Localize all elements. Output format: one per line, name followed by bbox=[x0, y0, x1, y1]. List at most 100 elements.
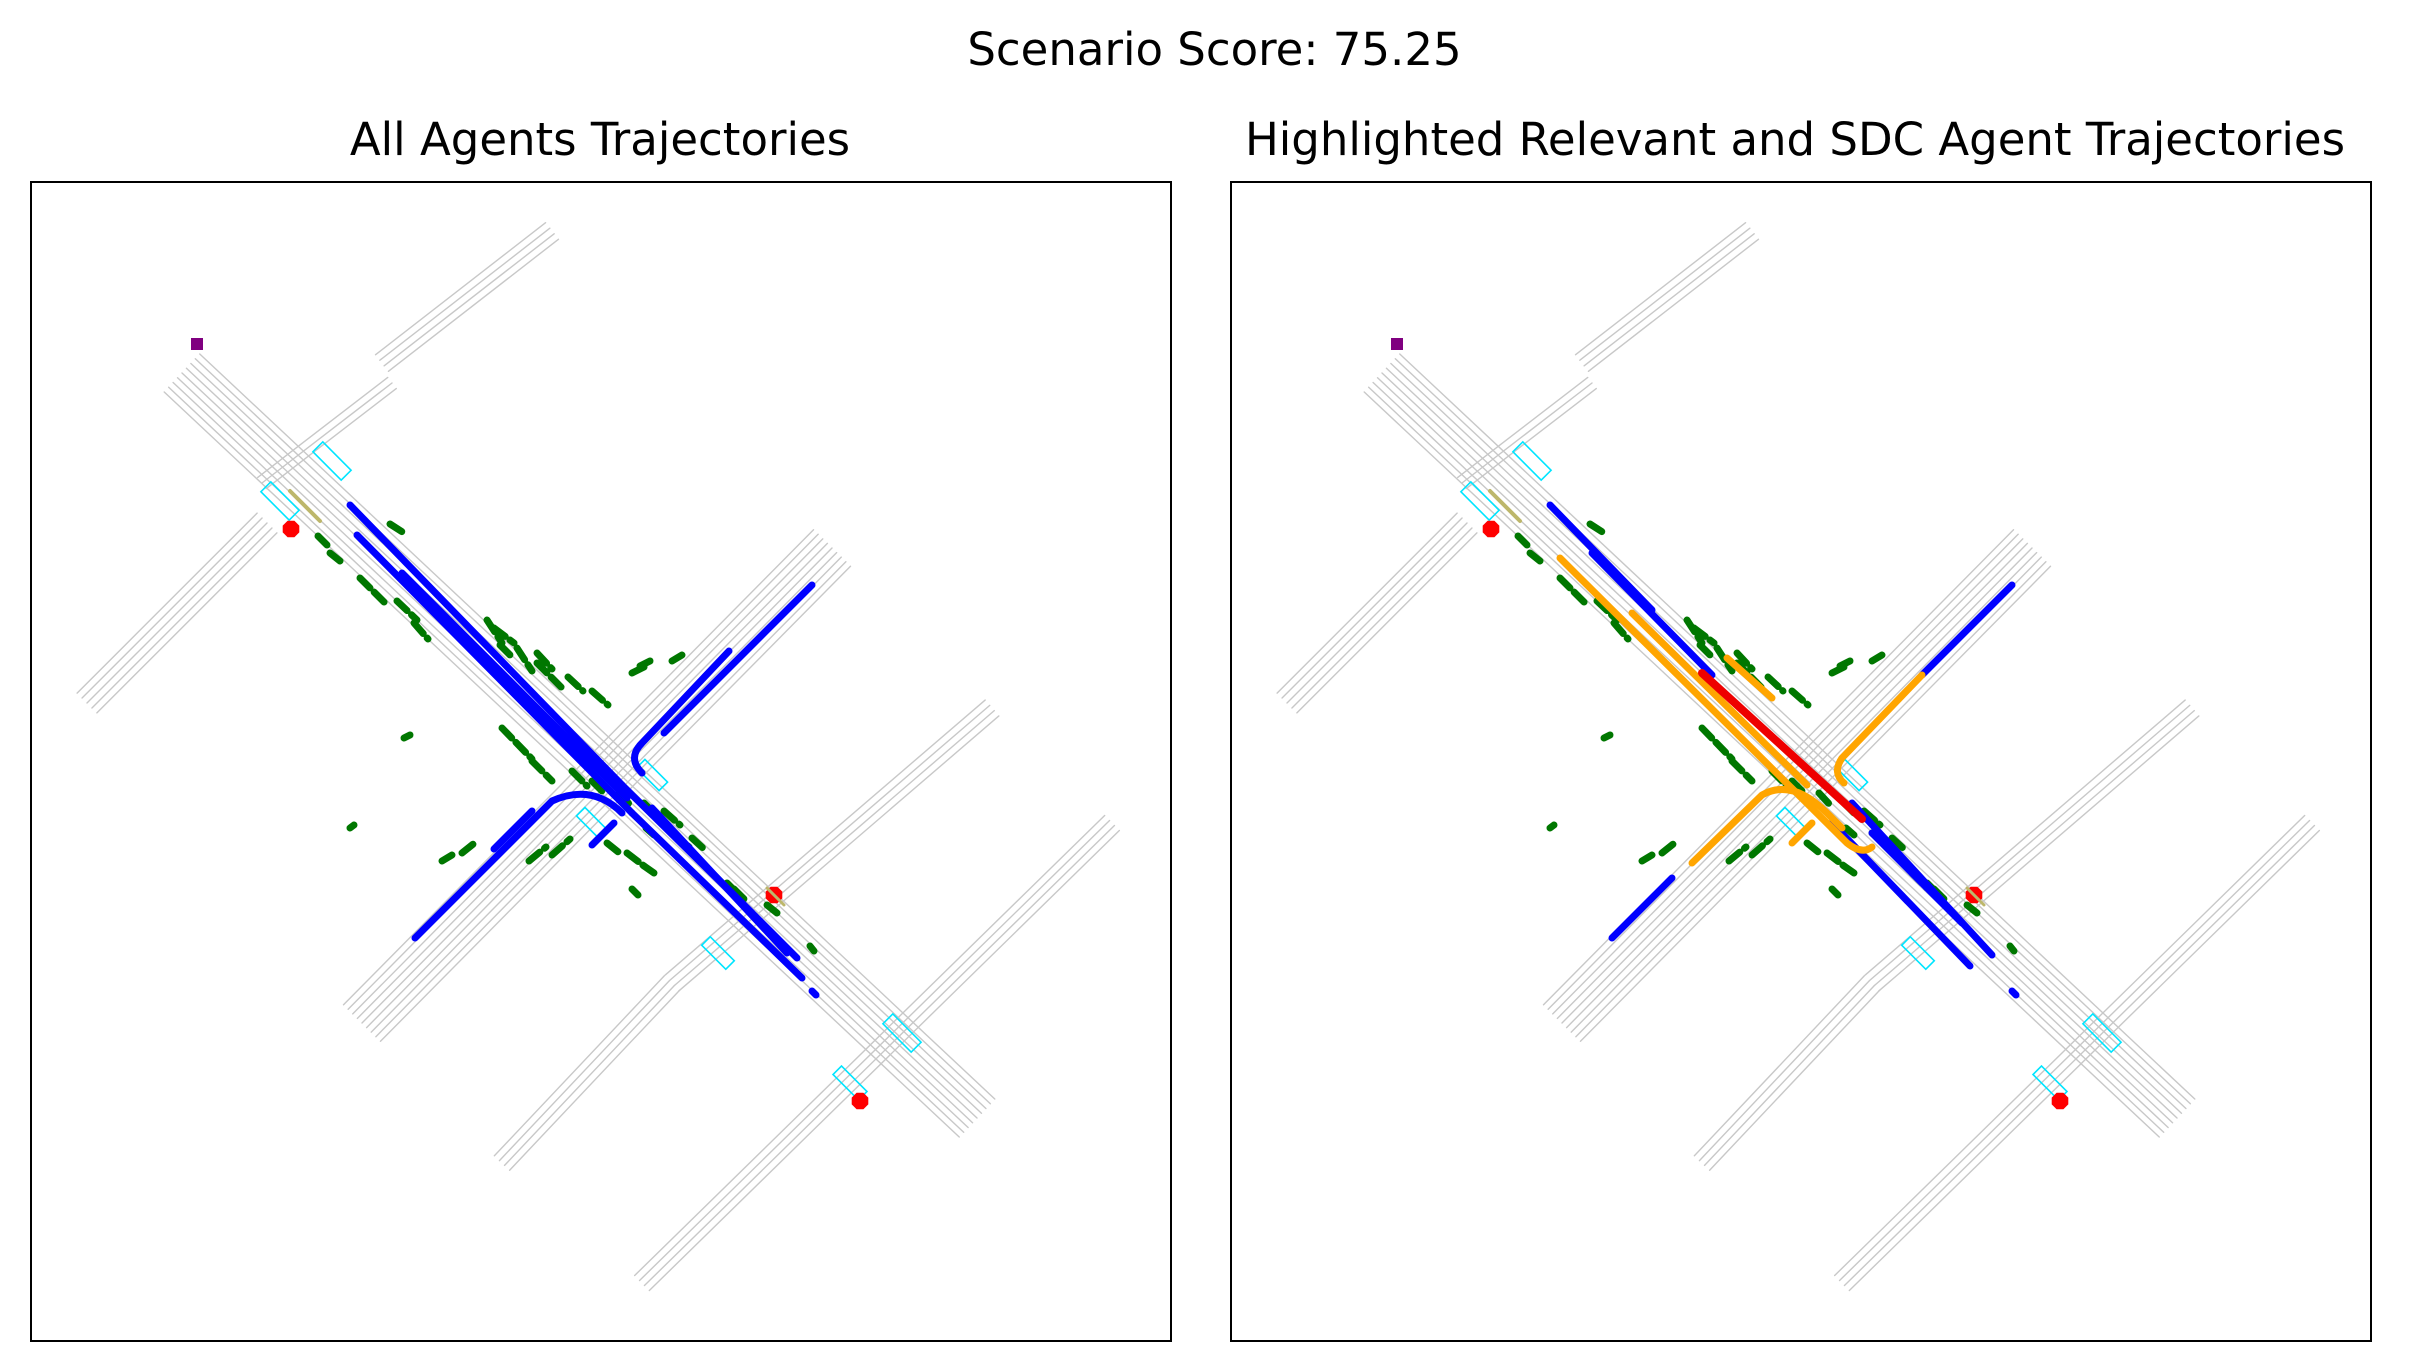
pedestrian-trajectory bbox=[356, 574, 391, 609]
highlighted-agents-map bbox=[1276, 222, 2321, 1292]
crosswalk-outline bbox=[1511, 440, 1553, 482]
road-lane-line bbox=[1276, 512, 1458, 694]
pedestrian-trajectory bbox=[1823, 849, 1848, 870]
relevant-agent-trajectory bbox=[1628, 609, 1811, 789]
pedestrian-trajectory bbox=[564, 673, 587, 695]
road-lane-line bbox=[76, 512, 258, 694]
all-agents-panel bbox=[30, 181, 1172, 1342]
road-lane-line bbox=[1873, 709, 2195, 987]
road-lane-line bbox=[194, 358, 992, 1105]
pedestrian-trajectory bbox=[640, 862, 658, 877]
pedestrian-trajectory bbox=[1868, 651, 1886, 665]
road-lane-line bbox=[261, 382, 393, 484]
crosswalk-outline bbox=[259, 480, 301, 522]
vehicle-trajectory bbox=[628, 809, 806, 982]
pedestrian-trajectory bbox=[314, 532, 331, 549]
pedestrian-trajectory bbox=[326, 549, 344, 565]
figure-suptitle: Scenario Score: 75.25 bbox=[967, 23, 1462, 76]
vehicle-trajectory bbox=[1918, 581, 2016, 679]
road-lane-line bbox=[498, 979, 671, 1162]
road-lane-line bbox=[1394, 358, 2192, 1105]
road-lane-line bbox=[91, 527, 273, 709]
crosswalk-outline bbox=[700, 935, 736, 971]
road-lane-line bbox=[1579, 227, 1751, 361]
road-lane-line bbox=[190, 362, 987, 1110]
pedestrian-trajectory bbox=[1842, 824, 1858, 839]
road-lane-line bbox=[1291, 527, 1473, 709]
all-agents-map bbox=[76, 222, 1121, 1292]
road-lane-line bbox=[1708, 989, 1881, 1171]
vehicle-trajectory bbox=[411, 790, 626, 942]
crosswalk bbox=[259, 480, 301, 522]
pedestrian-trajectory bbox=[490, 624, 518, 647]
road-lane-line bbox=[1583, 233, 1755, 367]
pedestrian-trajectory bbox=[1690, 624, 1718, 647]
road-lane-line bbox=[199, 353, 996, 1100]
road-lane-line bbox=[1390, 362, 2187, 1110]
crosswalk bbox=[311, 440, 353, 482]
road-lane-line bbox=[1838, 819, 2311, 1282]
left-panel-title: All Agents Trajectories bbox=[349, 113, 851, 166]
pedestrian-trajectory bbox=[528, 757, 556, 785]
road-lane-line bbox=[342, 529, 815, 1006]
pedestrian-trajectory bbox=[410, 619, 432, 643]
pedestrian-trajectory bbox=[1638, 851, 1656, 865]
vehicle-trajectory bbox=[1608, 874, 1676, 942]
pedestrian-trajectory bbox=[533, 659, 566, 692]
pedestrian-trajectory bbox=[1828, 885, 1842, 899]
pedestrian-trajectory bbox=[636, 657, 654, 670]
road-lane-line bbox=[633, 814, 1106, 1277]
relevant-agent-trajectory bbox=[1688, 785, 1846, 867]
pedestrian-trajectory bbox=[623, 849, 648, 870]
road-lane-line bbox=[163, 391, 960, 1138]
road-lane-line bbox=[375, 561, 847, 1038]
pedestrian-trajectory bbox=[763, 901, 781, 917]
vehicle-trajectory bbox=[808, 987, 820, 999]
pedestrian-trajectory bbox=[1733, 649, 1756, 673]
road-lane-line bbox=[673, 709, 995, 987]
road-lane-line bbox=[1864, 699, 2186, 976]
pedestrian-trajectory bbox=[1788, 687, 1812, 709]
road-lane-line bbox=[638, 819, 1111, 1282]
road-lane-line bbox=[1848, 829, 2321, 1292]
pedestrian-trajectory bbox=[1748, 835, 1774, 859]
crosswalk-outline bbox=[1459, 480, 1501, 522]
relevant-agent-trajectory bbox=[1556, 554, 1876, 854]
sdc-start-marker bbox=[191, 338, 203, 350]
pedestrian-trajectory bbox=[1696, 641, 1716, 661]
vehicle-trajectory bbox=[588, 819, 618, 849]
crosswalk bbox=[1459, 480, 1501, 522]
pedestrian-trajectory bbox=[1888, 834, 1908, 853]
pedestrian-trajectory bbox=[588, 687, 612, 709]
pedestrian-trajectory bbox=[1514, 532, 1531, 549]
vehicle-trajectory bbox=[1868, 829, 1966, 927]
pedestrian-trajectory bbox=[1698, 724, 1736, 763]
pedestrian-trajectory bbox=[1610, 619, 1632, 643]
road-lane-line bbox=[1399, 353, 2196, 1100]
pedestrian-trajectory bbox=[1658, 837, 1681, 857]
road-lane-line bbox=[383, 233, 555, 367]
road-lane-line bbox=[1286, 522, 1468, 704]
vehicle-trajectory bbox=[668, 829, 801, 962]
pedestrian-trajectory bbox=[1815, 789, 1836, 811]
crosswalk bbox=[1900, 935, 1936, 971]
road-lane-line bbox=[379, 227, 551, 361]
pedestrian-trajectory bbox=[498, 724, 536, 763]
relevant-agent-trajectory bbox=[1788, 819, 1816, 847]
relevant-agent-trajectory bbox=[1834, 671, 1926, 787]
road-lane-line bbox=[648, 829, 1121, 1292]
road-lane-line bbox=[257, 376, 389, 479]
pedestrian-trajectory bbox=[688, 834, 708, 853]
pedestrian-trajectory bbox=[458, 837, 481, 857]
pedestrian-trajectory bbox=[2006, 942, 2018, 955]
pedestrian-trajectory bbox=[806, 942, 818, 955]
pedestrian-trajectory bbox=[1586, 520, 1608, 537]
stop-sign-icon bbox=[2051, 1092, 2069, 1110]
stop-sign-icon bbox=[1482, 520, 1500, 538]
crosswalk bbox=[635, 758, 669, 792]
pedestrian-trajectory bbox=[525, 843, 550, 865]
pedestrian-trajectory bbox=[1526, 549, 1544, 565]
pedestrian-trajectory bbox=[568, 767, 591, 790]
road-lane-line bbox=[643, 824, 1116, 1287]
road-lane-line bbox=[1465, 387, 1597, 490]
